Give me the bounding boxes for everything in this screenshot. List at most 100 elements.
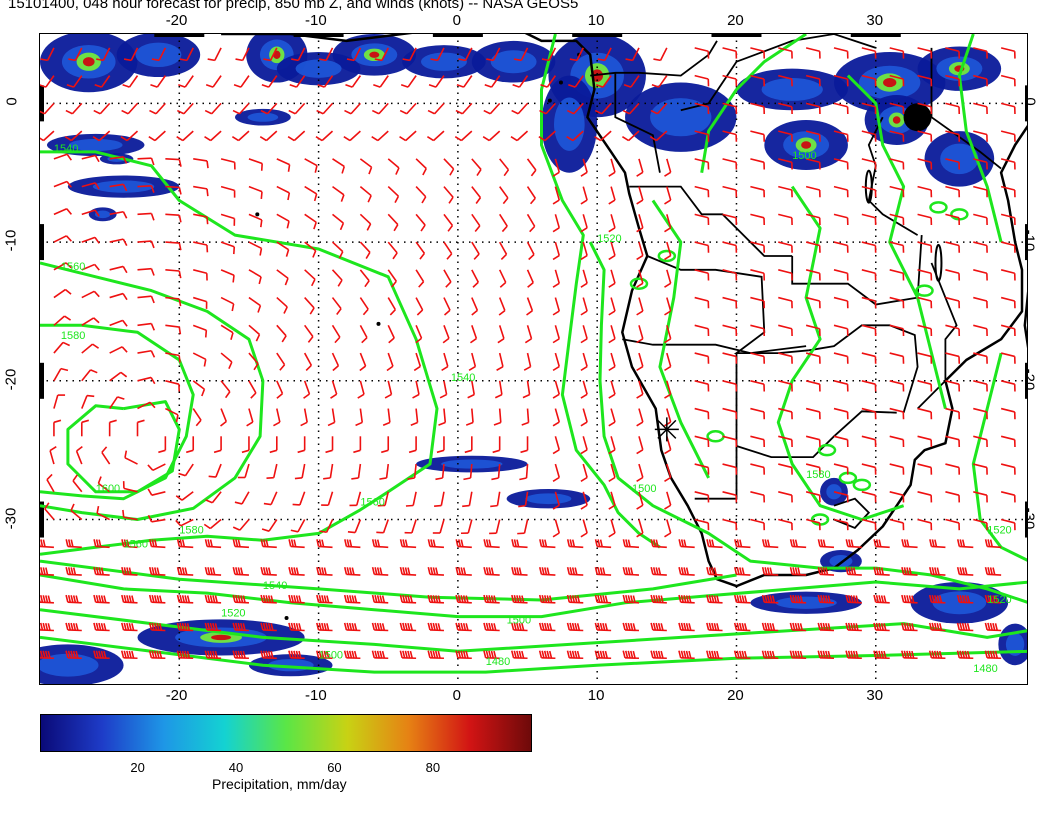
wind-barb-feather: [462, 504, 470, 508]
wind-barb-shaft: [304, 297, 315, 309]
wind-barb: [148, 650, 166, 660]
wind-barb-shaft: [192, 380, 205, 390]
wind-barb-shaft: [750, 491, 765, 496]
wind-barb-shaft: [248, 352, 259, 365]
wind-barb-feather: [966, 650, 971, 659]
wind-barb-feather: [178, 326, 182, 335]
wind-barb-feather: [65, 622, 69, 631]
wind-barb-shaft: [180, 518, 194, 527]
wind-barb-shaft: [861, 518, 876, 524]
wind-barb: [861, 380, 877, 392]
precip-area: [247, 112, 279, 122]
wind-barb-shaft: [582, 491, 588, 506]
wind-barb-feather: [456, 83, 465, 88]
wind-barb-shaft: [81, 369, 92, 382]
wind-barb: [552, 325, 561, 344]
wind-barb-feather: [376, 622, 381, 631]
wind-barb: [136, 419, 145, 437]
wind-barb: [750, 296, 766, 309]
wind-barb-feather: [552, 254, 560, 261]
wind-barb: [248, 185, 263, 199]
wind-barb: [805, 130, 821, 142]
wind-barb-feather: [443, 309, 451, 316]
wind-barb-shaft: [973, 435, 988, 441]
wind-barb: [483, 567, 500, 576]
wind-barb: [734, 539, 751, 549]
wind-barb: [778, 102, 793, 115]
wind-barb-feather: [42, 539, 46, 547]
wind-barb-feather: [46, 473, 53, 481]
wind-barb-feather: [873, 650, 877, 658]
wind-barb-shaft: [861, 296, 876, 302]
wind-barb-shaft: [108, 396, 119, 409]
wind-barb: [861, 463, 877, 475]
wind-barb-shaft: [268, 519, 278, 532]
wind-barb: [331, 352, 340, 372]
wind-barb-shaft: [973, 185, 988, 191]
wind-barb-feather: [483, 650, 487, 658]
wind-barb: [213, 436, 222, 454]
wind-barb-feather: [42, 650, 46, 659]
wind-barb-feather: [625, 539, 629, 547]
wind-barb-shaft: [638, 463, 644, 478]
wind-barb-shaft: [248, 213, 263, 221]
wind-barb: [387, 269, 397, 288]
wind-barb-shaft: [666, 297, 672, 312]
wind-barb: [608, 463, 616, 483]
wind-barb-feather: [409, 595, 413, 603]
wind-barb: [917, 185, 933, 198]
wind-barb: [147, 488, 166, 496]
wind-barb: [303, 352, 313, 372]
wind-barb: [973, 352, 988, 364]
wind-barb: [650, 102, 668, 115]
wind-barb-feather: [624, 650, 629, 659]
wind-barb-feather: [502, 197, 509, 205]
wind-barb-feather: [608, 227, 616, 233]
wind-barb: [750, 158, 766, 170]
wind-barb-feather: [316, 622, 320, 631]
wind-barb-shaft: [387, 408, 391, 423]
wind-barb-feather: [121, 594, 125, 603]
wind-barb: [650, 539, 667, 549]
wind-barb-feather: [298, 595, 302, 603]
wind-barb: [248, 296, 262, 313]
wind-barb-feather: [65, 567, 69, 575]
wind-barb-feather: [186, 595, 191, 603]
wind-barb: [608, 241, 616, 261]
wind-barb: [566, 622, 584, 632]
wind-barb: [303, 380, 311, 399]
wind-barb-feather: [92, 136, 100, 142]
wind-barb-shaft: [945, 380, 960, 385]
wind-barb-shaft: [1000, 380, 1015, 385]
wind-barb-feather: [827, 595, 831, 603]
wind-barb-feather: [543, 622, 548, 631]
wind-barb: [149, 539, 166, 549]
wind-barb-feather: [184, 650, 188, 659]
wind-barb-feather: [660, 595, 664, 603]
wind-barb-feather: [766, 567, 771, 575]
wind-barb: [137, 157, 155, 166]
wind-barb: [316, 539, 333, 549]
wind-barb-feather: [45, 567, 49, 575]
wind-barb-shaft: [518, 75, 529, 88]
wind-barb-feather: [511, 650, 515, 658]
wind-barb-shaft: [471, 325, 478, 339]
wind-barb-shaft: [722, 213, 737, 219]
lon-tick-label: 0: [452, 12, 462, 29]
wind-barb: [371, 594, 389, 604]
wind-barb: [512, 75, 529, 88]
wind-barb: [443, 297, 451, 316]
wind-barb-feather: [262, 650, 267, 659]
wind-barb-shaft: [359, 213, 372, 225]
wind-barb-feather: [655, 567, 659, 575]
wind-barb-feather: [208, 475, 216, 478]
wind-barb: [357, 380, 365, 399]
wind-barb: [288, 102, 306, 115]
wind-barb-feather: [961, 567, 966, 575]
wind-barb-shaft: [750, 213, 765, 219]
wind-barb: [761, 622, 779, 632]
wind-barb-feather: [989, 622, 993, 631]
wind-barb: [464, 436, 473, 454]
wind-barb-shaft: [638, 352, 644, 367]
wind-barb: [232, 519, 250, 531]
